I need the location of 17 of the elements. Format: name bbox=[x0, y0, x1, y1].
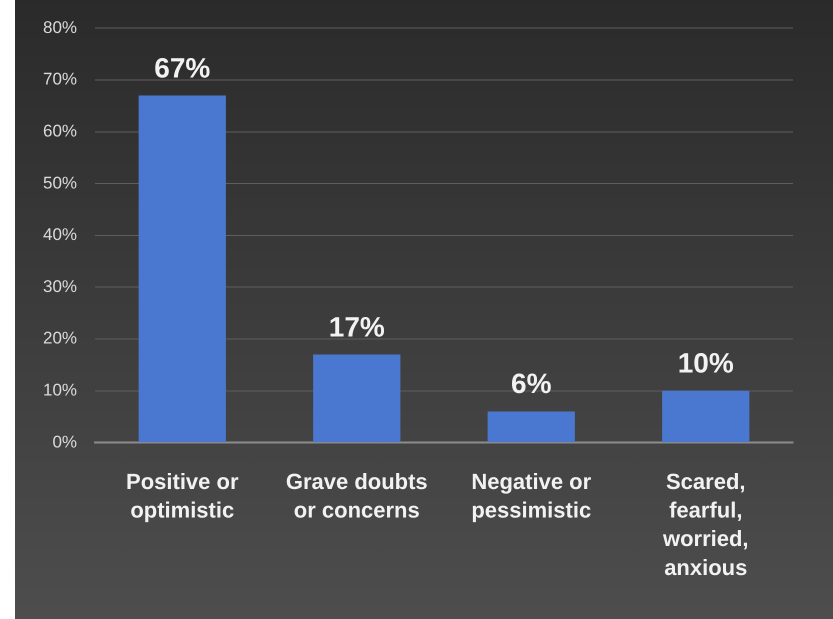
y-tick-label: 70% bbox=[42, 70, 78, 89]
y-tick-label: 10% bbox=[42, 380, 78, 400]
y-tick-label: 0% bbox=[52, 432, 78, 452]
data-label: 17% bbox=[328, 311, 385, 342]
y-tick-label: 30% bbox=[42, 276, 78, 296]
y-tick-label: 20% bbox=[42, 328, 78, 348]
x-tick-label: Negative or pessimistic bbox=[471, 468, 592, 523]
data-label: 6% bbox=[511, 368, 552, 400]
x-tick-label: Scared, fearful, worried, anxious bbox=[662, 468, 749, 580]
x-tick-label: Grave doubts or concerns bbox=[286, 468, 428, 523]
data-label: 10% bbox=[678, 348, 734, 379]
data-label: 67% bbox=[154, 52, 210, 84]
y-tick-label: 60% bbox=[42, 121, 78, 140]
y-tick-label: 50% bbox=[42, 173, 78, 192]
x-tick-label: Positive or optimistic bbox=[126, 468, 239, 523]
y-tick-label: 40% bbox=[42, 225, 78, 244]
y-tick-label: 80% bbox=[42, 18, 78, 37]
